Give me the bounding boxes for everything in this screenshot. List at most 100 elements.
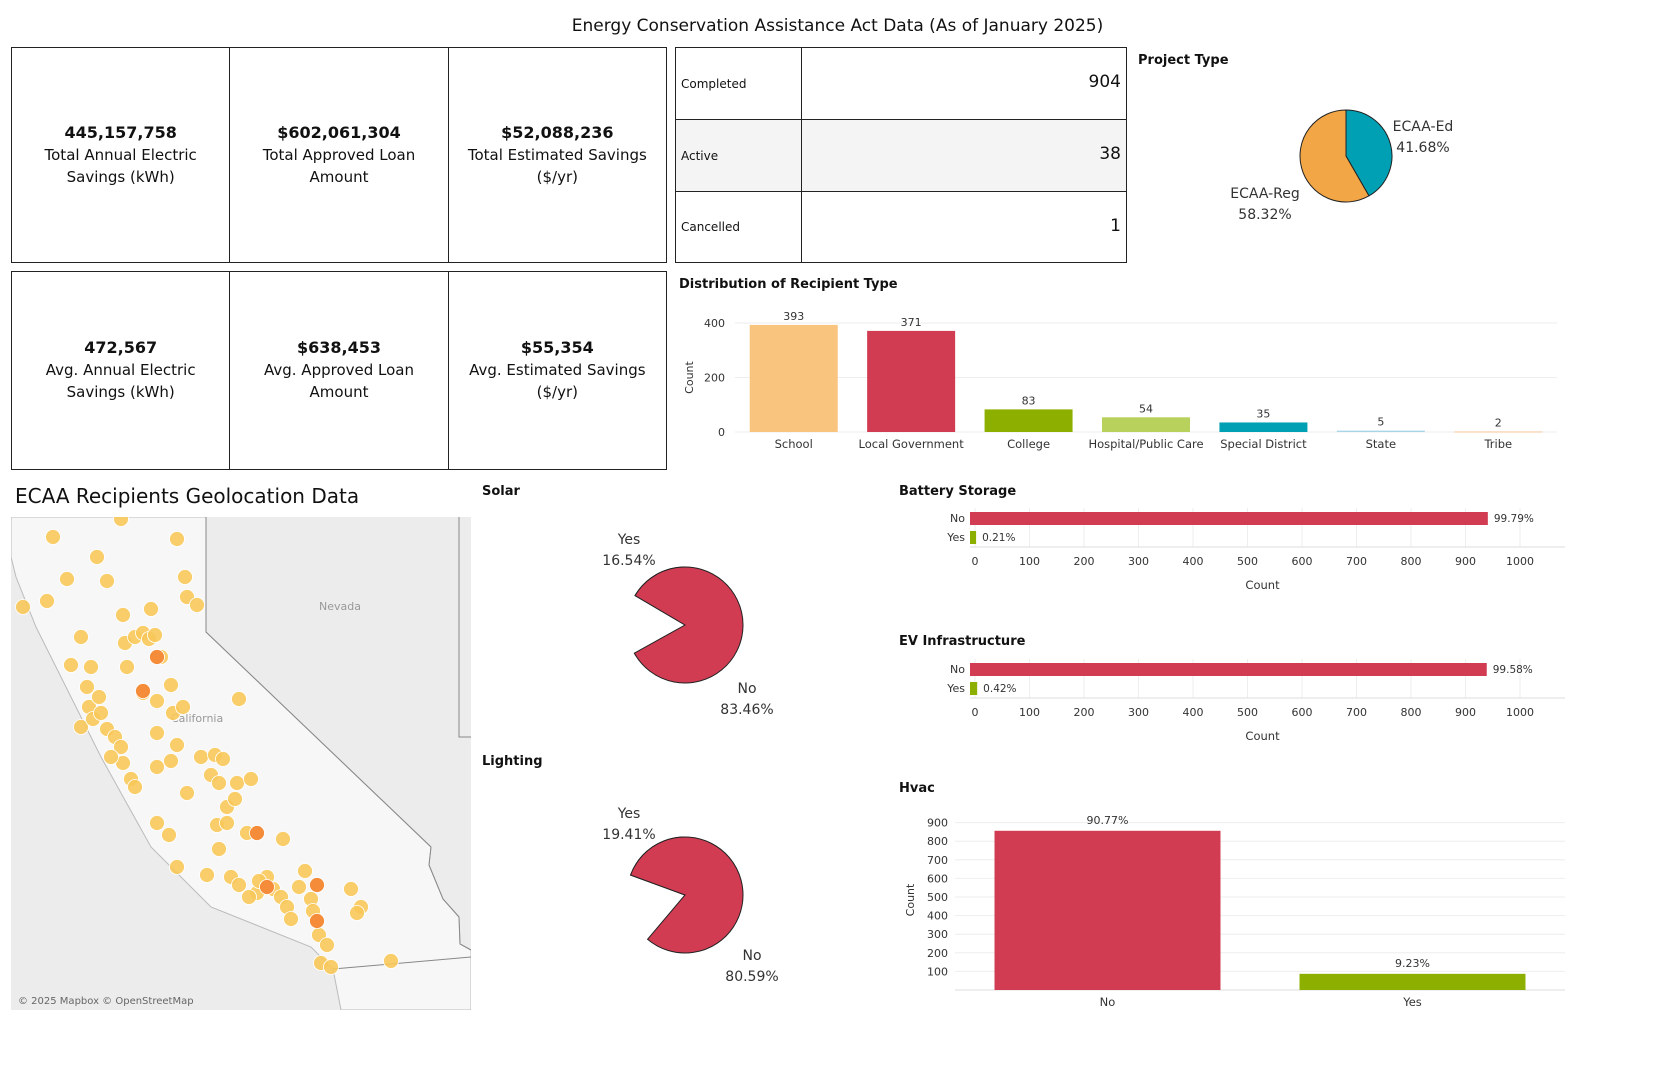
bar-yes <box>1299 973 1526 990</box>
x-tick-label: 200 <box>1074 706 1095 719</box>
recipient-dot <box>135 683 151 699</box>
x-tick-label: Special District <box>1220 437 1307 451</box>
recipient-dot <box>127 779 143 795</box>
bar-school <box>749 324 838 432</box>
recipient-dot <box>177 569 193 585</box>
y-tick-label: 100 <box>927 965 948 978</box>
recipient-dot <box>383 953 399 969</box>
x-tick-label: 200 <box>1074 555 1095 568</box>
y-tick-label: 300 <box>927 928 948 941</box>
lighting-title: Lighting <box>482 754 543 769</box>
project-type-pie-chart[interactable]: ECAA-Ed 41.68% ECAA-Reg 58.32% <box>1180 100 1510 240</box>
battery-storage-bar-chart[interactable]: 0 100 200 300 400 500 600 700 800 900 1000 No 99.79%… <box>900 500 1565 600</box>
x-tick-label: Yes <box>1402 995 1422 1009</box>
status-row-cancelled[interactable]: Cancelled 1 <box>676 192 1126 262</box>
y-tick-label: 500 <box>927 891 948 904</box>
recipient-dot <box>319 937 335 953</box>
bar-value-label: 0.42% <box>983 683 1016 695</box>
status-row-active[interactable]: Active 38 <box>676 120 1126 192</box>
battery-title: Battery Storage <box>899 484 1017 499</box>
lighting-pie-chart[interactable]: Yes 19.41% No 80.59% <box>590 797 790 997</box>
recipient-type-bar-chart[interactable]: 0 200 400 Count 393 School 371 Local Government… <box>675 295 1565 460</box>
recipient-dot <box>163 753 179 769</box>
recipient-dot <box>323 959 339 975</box>
kpi-label: Avg. Approved Loan Amount <box>263 361 414 401</box>
recipient-dot <box>343 881 359 897</box>
x-tick-label: 0 <box>972 555 979 568</box>
recipient-dot <box>169 859 185 875</box>
state-border-ca-nv <box>205 517 432 848</box>
border-mexico <box>332 956 471 970</box>
bar-value-label: 393 <box>783 310 804 323</box>
y-tick-label: 800 <box>927 835 948 848</box>
x-tick-label: Hospital/Public Care <box>1088 437 1203 451</box>
recipient-dot <box>163 677 179 693</box>
y-tick-label: No <box>950 663 965 676</box>
recipient-dot <box>149 649 165 665</box>
bar-college <box>984 409 1073 432</box>
x-tick-label: 100 <box>1019 706 1040 719</box>
recipient-dot <box>79 679 95 695</box>
recipient-dot <box>59 571 75 587</box>
x-axis-label: Count <box>1245 729 1280 743</box>
recipient-dot <box>243 771 259 787</box>
recipient-dot <box>113 739 129 755</box>
kpi-label: Total Approved Loan Amount <box>262 145 416 186</box>
recipient-dot <box>231 877 247 893</box>
recipient-dot <box>39 593 55 609</box>
recipient-dot <box>283 911 299 927</box>
x-tick-label: 500 <box>1237 555 1258 568</box>
pie-percent-label: 80.59% <box>725 969 778 985</box>
hvac-bar-chart[interactable]: 100 200 300 400 500 600 700 800 900 Count 90.77% No… <box>900 800 1565 1015</box>
recipient-type-title: Distribution of Recipient Type <box>679 277 898 292</box>
bar-value-label: 0.21% <box>982 532 1015 544</box>
kpi-value: 445,157,758 <box>64 122 177 142</box>
bar-value-label: 99.79% <box>1494 513 1534 525</box>
status-row-completed[interactable]: Completed 904 <box>676 48 1126 120</box>
bar-value-label: 90.77% <box>1087 814 1129 827</box>
recipient-dot <box>15 599 31 615</box>
pie-slice-no <box>629 836 744 954</box>
recipient-dot <box>291 879 307 895</box>
bar-local-government <box>867 330 956 432</box>
y-tick-label: 200 <box>704 372 725 385</box>
recipient-dot <box>93 705 109 721</box>
bar-value-label: 2 <box>1495 416 1502 429</box>
x-tick-label: 900 <box>1455 706 1476 719</box>
status-value: 1 <box>1110 216 1121 236</box>
bar-no <box>970 663 1487 676</box>
kpi-total-savings: $52,088,236 Total Estimated Savings ($/y… <box>449 48 666 262</box>
state-border-ca-az <box>428 846 471 951</box>
x-tick-label: 600 <box>1292 706 1313 719</box>
bar-value-label: 83 <box>1022 394 1036 407</box>
pie-percent-label: 16.54% <box>602 553 655 569</box>
bar-value-label: 371 <box>901 316 922 329</box>
kpi-total-electric: 445,157,758 Total Annual Electric Saving… <box>12 48 231 262</box>
recipient-dot <box>219 815 235 831</box>
bar-no <box>970 512 1488 525</box>
bar-yes <box>970 682 978 695</box>
recipient-dot <box>103 749 119 765</box>
ev-infrastructure-bar-chart[interactable]: 0 100 200 300 400 500 600 700 800 900 1000 No 99.58%… <box>900 651 1565 751</box>
y-tick-label: 200 <box>927 947 948 960</box>
project-type-title: Project Type <box>1138 53 1229 68</box>
recipient-dot <box>189 597 205 613</box>
recipient-dot <box>297 863 313 879</box>
status-label: Active <box>676 120 802 191</box>
recipient-dot <box>169 737 185 753</box>
bar-value-label: 5 <box>1377 416 1384 429</box>
recipient-dot <box>113 517 129 527</box>
x-tick-label: 800 <box>1401 555 1422 568</box>
recipient-dot <box>115 607 131 623</box>
kpi-value: $638,453 <box>296 338 381 357</box>
x-tick-label: No <box>1100 995 1116 1009</box>
x-tick-label: 1000 <box>1506 706 1534 719</box>
recipient-dot <box>161 827 177 843</box>
solar-pie-chart[interactable]: Yes 16.54% No 83.46% <box>590 525 790 725</box>
x-tick-label: School <box>775 437 813 451</box>
geolocation-map[interactable]: Nevada California © 2025 Mapbox © OpenSt… <box>11 517 471 1010</box>
x-tick-label: College <box>1007 437 1050 451</box>
hvac-title: Hvac <box>899 781 935 796</box>
y-axis-label: Count <box>683 360 696 393</box>
pie-percent-label: 41.68% <box>1396 140 1449 156</box>
